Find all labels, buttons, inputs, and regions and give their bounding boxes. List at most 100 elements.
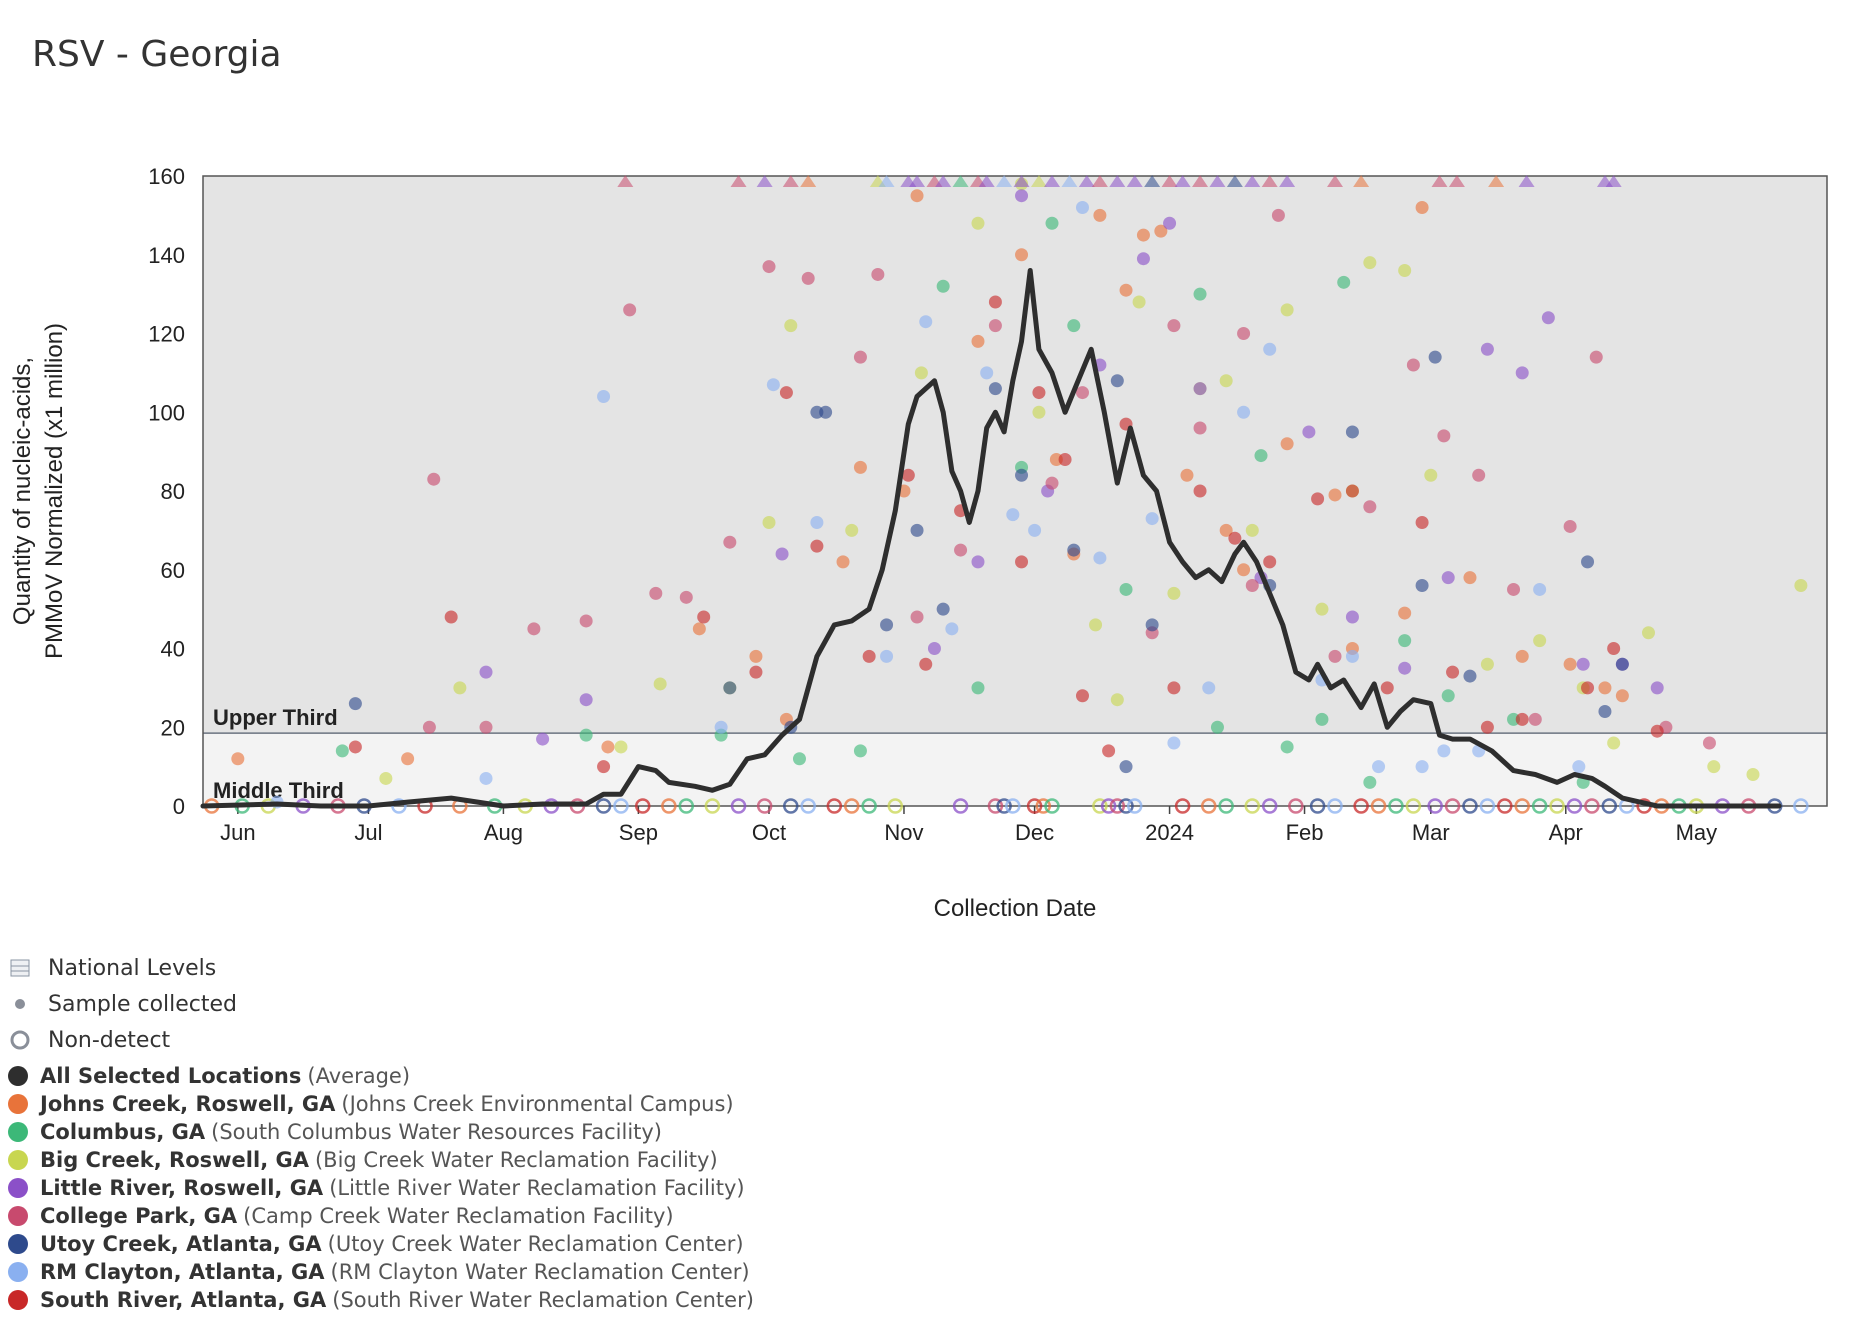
location-facility: (South River Water Reclamation Center) — [332, 1288, 754, 1312]
y-tick-label: 120 — [148, 322, 185, 347]
location-facility: (Big Creek Water Reclamation Facility) — [314, 1148, 718, 1172]
legend-location-item[interactable]: RM Clayton, Atlanta, GA (RM Clayton Water… — [8, 1258, 754, 1286]
sample-point — [1237, 327, 1251, 340]
nondetect-ring — [1462, 798, 1478, 814]
legend-location-item[interactable]: South River, Atlanta, GA (South River Wat… — [8, 1286, 754, 1314]
sample-point — [422, 720, 436, 734]
sample-point — [1345, 649, 1359, 663]
x-tick-label: Jul — [354, 820, 382, 845]
y-tick-label: 140 — [148, 243, 185, 268]
sample-point — [1315, 712, 1329, 726]
legend-location-item[interactable]: Little River, Roswell, GA (Little River W… — [8, 1174, 754, 1202]
location-name: All Selected Locations — [40, 1064, 302, 1088]
sample-point — [1615, 689, 1629, 703]
overflow-marker — [1109, 175, 1126, 187]
y-tick-label: 40 — [161, 637, 185, 662]
sample-point — [1202, 681, 1216, 695]
nondetect-ring — [887, 798, 904, 814]
sample-point — [723, 535, 737, 549]
overflow-marker — [1144, 175, 1161, 187]
sample-point — [1472, 468, 1486, 482]
sample-point — [1075, 386, 1089, 400]
sample-point — [623, 303, 637, 317]
overflow-marker — [1431, 175, 1448, 187]
sample-point — [579, 728, 593, 742]
sample-point — [1507, 582, 1521, 596]
bands-icon — [8, 956, 32, 980]
legend-location-item[interactable]: College Park, GA (Camp Creek Water Reclam… — [8, 1202, 754, 1230]
overflow-marker — [878, 175, 895, 187]
x-tick-label: Feb — [1286, 820, 1324, 845]
legend-key-bands: National Levels — [8, 950, 237, 986]
x-tick-label: Dec — [1015, 820, 1054, 845]
sample-point — [697, 610, 711, 624]
x-tick-label: Aug — [484, 820, 523, 845]
nondetect-ring — [1092, 798, 1108, 814]
nondetect-ring — [1793, 798, 1809, 814]
sample-point — [1263, 555, 1277, 569]
overflow-marker — [1030, 175, 1047, 187]
sample-point — [1254, 449, 1268, 463]
sample-point — [1437, 429, 1451, 443]
nondetect-ring — [1118, 798, 1134, 814]
x-tick-label: May — [1676, 820, 1718, 845]
overflow-marker — [1161, 175, 1178, 187]
x-tick-label: Nov — [884, 820, 923, 845]
sample-point — [1650, 681, 1664, 695]
nondetect-ring — [1549, 798, 1565, 814]
sample-point — [579, 693, 593, 707]
legend-location-item[interactable]: All Selected Locations (Average) — [8, 1062, 754, 1090]
overflow-marker — [1226, 175, 1243, 187]
sample-point — [810, 516, 824, 529]
nondetect-ring — [1174, 798, 1191, 814]
sample-point — [1311, 492, 1325, 506]
location-dot-icon — [8, 1122, 28, 1142]
sample-point — [1145, 512, 1159, 526]
sample-point — [1193, 484, 1207, 498]
sample-point — [1032, 386, 1046, 400]
sample-point — [945, 622, 959, 636]
plot-frame — [202, 175, 1828, 807]
sample-point — [1280, 437, 1294, 451]
sample-point — [692, 622, 706, 636]
overflow-marker — [1261, 175, 1278, 187]
legend-location-item[interactable]: Utoy Creek, Atlanta, GA (Utoy Creek Water… — [8, 1230, 754, 1258]
overflow-marker — [800, 175, 817, 187]
location-name: Little River, Roswell, GA — [40, 1176, 324, 1200]
sample-point — [1463, 571, 1477, 585]
sample-point — [597, 390, 611, 403]
sample-point — [1794, 579, 1808, 592]
legend-location-item[interactable]: Johns Creek, Roswell, GA (Johns Creek Env… — [8, 1090, 754, 1118]
sample-point — [1415, 516, 1429, 529]
sample-point — [1245, 523, 1259, 537]
sample-point — [1415, 760, 1429, 774]
overflow-marker — [1044, 175, 1061, 187]
nondetect-ring — [1005, 798, 1021, 814]
sample-point — [714, 720, 728, 734]
overflow-marker — [952, 175, 969, 187]
sample-point — [1363, 775, 1377, 789]
overflow-marker — [1078, 175, 1095, 187]
legend-location-item[interactable]: Columbus, GA (South Columbus Water Resour… — [8, 1118, 754, 1146]
sample-point — [1345, 425, 1359, 439]
sample-point — [1015, 468, 1029, 482]
sample-point — [1702, 736, 1716, 750]
sample-point — [971, 681, 985, 695]
location-dot-icon — [8, 1150, 28, 1170]
overflow-marker — [1448, 175, 1465, 187]
overflow-marker — [1327, 175, 1344, 187]
sample-point — [479, 665, 493, 679]
legend-location-item[interactable]: Big Creek, Roswell, GA (Big Creek Water R… — [8, 1146, 754, 1174]
sample-point — [1219, 523, 1233, 537]
sample-point — [1136, 252, 1150, 266]
sample-point — [1424, 468, 1438, 482]
sample-point — [1119, 760, 1133, 774]
location-facility: (South Columbus Water Resources Facility… — [211, 1120, 663, 1144]
nondetect-ring — [1566, 798, 1583, 814]
sample-point — [1228, 531, 1242, 545]
sample-point — [819, 405, 833, 419]
plot-border — [202, 175, 1828, 807]
sample-point — [1463, 669, 1477, 683]
location-dot-icon — [8, 1262, 28, 1282]
x-tick-label: Oct — [752, 820, 786, 845]
